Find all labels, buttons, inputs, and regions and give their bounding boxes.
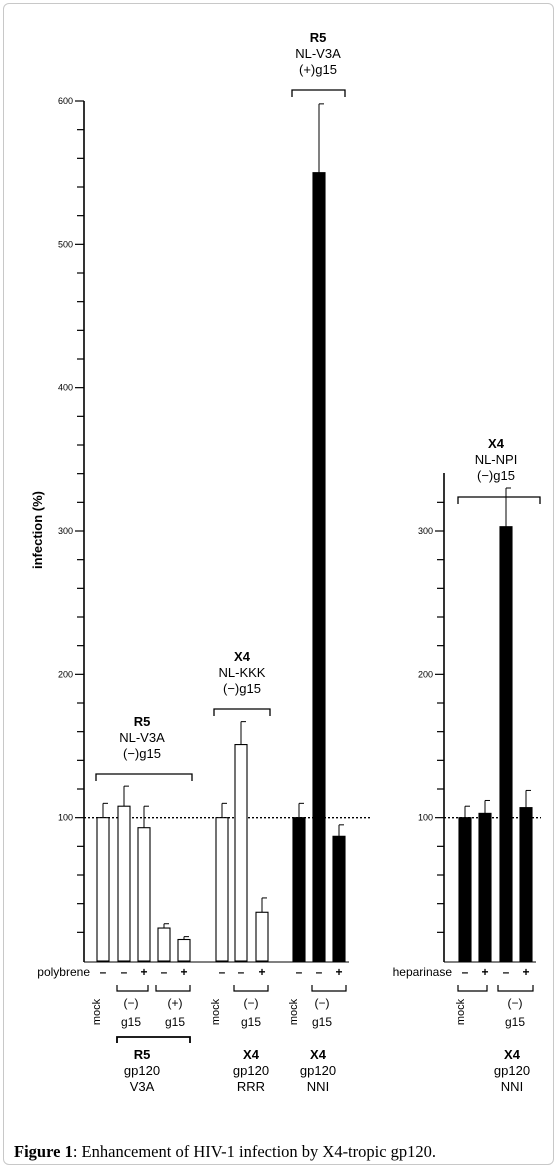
treatment-sign-0-10: + [335,965,342,979]
group-header-strain-0: X4 [488,436,505,451]
bottom-label-strain-1: X4 [243,1047,260,1062]
group-header-bracket-1 [213,708,271,716]
condition-label-4: (−) [244,996,259,1010]
treatment-sign-0-5: – [219,965,226,979]
condition-bracket-2 [155,985,191,992]
treatment-sign-1-1: + [481,965,488,979]
condition-label-1: (−) [124,996,139,1010]
treatment-sign-1-2: – [503,965,510,979]
condition-bracket-mock [457,985,488,992]
bar-0-5 [215,817,229,962]
treatment-sign-1-0: – [462,965,469,979]
condition-bracket-4 [233,985,269,992]
condition-sublabel-1: g15 [121,1015,141,1029]
condition-bracket-1 [497,985,534,992]
bar-0-6 [234,744,248,962]
group-header-strain-2: R5 [310,30,327,45]
bottom-label-line-0-0: gp120 [494,1063,530,1078]
treatment-sign-0-4: + [180,965,187,979]
group-header-line-0-0: NL-V3A [119,730,165,745]
condition-sublabel-4: g15 [241,1015,261,1029]
group-header-strain-0: R5 [134,714,151,729]
bar-1-2 [499,526,513,962]
bar-0-9 [312,172,326,962]
treatment-label: heparinase [393,965,453,979]
condition-sublabel-6: g15 [312,1015,332,1029]
group-header-bracket-2 [291,89,346,97]
group-header-line-1-1: (−)g15 [223,681,261,696]
treatment-sign-0-3: – [161,965,168,979]
treatment-sign-0-9: – [316,965,323,979]
y-tick-label: 100 [58,813,73,823]
bottom-label-line-0-1: V3A [130,1079,155,1094]
group-header-bracket-0 [95,773,193,781]
bottom-label-line-0-0: gp120 [124,1063,160,1078]
bottom-label-line-2-1: NNI [307,1079,329,1094]
y-tick-label: 300 [58,526,73,536]
treatment-sign-1-3: + [522,965,529,979]
group-header-strain-1: X4 [234,649,251,664]
y-tick-label: 600 [58,96,73,106]
y-tick-label: 200 [418,669,433,679]
bar-0-7 [255,911,269,962]
group-header-line-0-1: (−)g15 [477,468,515,483]
group-header-bracket-0 [457,496,541,504]
condition-sublabel-1: g15 [505,1015,525,1029]
condition-sublabel-2: g15 [165,1015,185,1029]
treatment-sign-0-1: – [121,965,128,979]
condition-label-1: (−) [508,996,523,1010]
treatment-sign-0-2: + [140,965,147,979]
bottom-label-line-1-0: gp120 [233,1063,269,1078]
condition-label-mock: mock [91,998,103,1025]
caption-text: : Enhancement of HIV-1 infection by X4-t… [72,1142,437,1161]
condition-label-6: (−) [315,996,330,1010]
figure-frame [3,3,554,1165]
group-header-line-1-0: NL-KKK [219,665,266,680]
bar-1-1 [478,812,492,962]
group-header-line-2-0: NL-V3A [295,46,341,61]
bottom-label-strain-2: X4 [310,1047,327,1062]
bar-0-2 [137,827,151,962]
y-tick-label: 100 [418,813,433,823]
figure-caption: Figure 1: Enhancement of HIV-1 infection… [14,1142,436,1162]
bar-0-8 [292,817,306,962]
caption-label: Figure 1 [14,1142,73,1161]
bar-0-0 [96,817,110,962]
group-header-line-0-0: NL-NPI [475,452,518,467]
group-header-line-0-1: (−)g15 [123,746,161,761]
y-axis-label: infection (%) [30,491,45,569]
bar-1-0 [458,817,472,962]
treatment-sign-0-6: – [238,965,245,979]
y-tick-label: 500 [58,239,73,249]
bottom-label-line-2-0: gp120 [300,1063,336,1078]
bottom-label-line-0-1: NNI [501,1079,523,1094]
bottom-label-strain-0: R5 [134,1047,151,1062]
bar-0-3 [157,927,171,962]
bottom-label-line-1-1: RRR [237,1079,265,1094]
condition-label-mock: mock [455,998,467,1025]
bar-0-10 [332,835,346,962]
treatment-label: polybrene [37,965,90,979]
y-tick-label: 300 [418,526,433,536]
condition-label-mock: mock [210,998,222,1025]
treatment-sign-0-8: – [296,965,303,979]
bottom-label-strain-0: X4 [504,1047,521,1062]
treatment-sign-0-0: – [100,965,107,979]
condition-bracket-6 [311,985,347,992]
condition-label-mock: mock [288,998,300,1025]
gp120-bracket [116,1036,191,1043]
condition-bracket-1 [116,985,149,992]
y-tick-label: 200 [58,669,73,679]
group-header-line-2-1: (+)g15 [299,62,337,77]
y-tick-label: 400 [58,383,73,393]
bar-0-4 [177,938,191,962]
bar-0-1 [117,805,131,962]
bar-1-3 [519,807,533,962]
treatment-sign-0-7: + [258,965,265,979]
condition-label-2: (+) [168,996,183,1010]
